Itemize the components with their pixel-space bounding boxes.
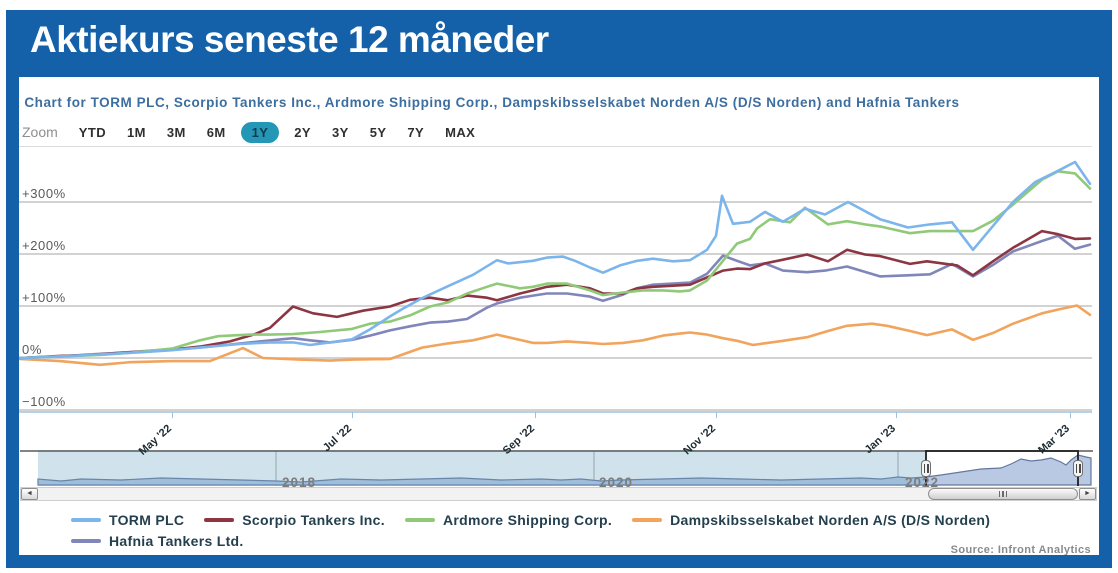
x-axis-tick	[896, 412, 897, 418]
x-axis-tick	[352, 412, 353, 418]
chart-panel: k Chart for TORM PLC, Scorpio Tankers In…	[19, 77, 1099, 555]
zoom-button-7y[interactable]: 7Y	[407, 124, 425, 140]
series-line[interactable]	[19, 304, 1092, 367]
zoom-toolbar: Zoom YTD 1M 3M 6M 1Y 2Y 3Y 5Y 7Y MAX	[22, 121, 475, 143]
navigator-year-label: 2022	[905, 475, 940, 490]
legend-label: Dampskibsselskabet Norden A/S (D/S Norde…	[670, 512, 991, 528]
legend-label: Hafnia Tankers Ltd.	[109, 533, 244, 549]
y-axis-label: 0%	[22, 342, 42, 357]
legend-label: Ardmore Shipping Corp.	[442, 512, 613, 528]
scrollbar-left-button[interactable]: ◄	[21, 488, 38, 500]
zoom-button-1y[interactable]: 1Y	[240, 121, 280, 143]
series-line[interactable]	[19, 160, 1092, 360]
y-axis-label: +100%	[22, 290, 66, 305]
legend-item[interactable]: Scorpio Tankers Inc.	[204, 511, 385, 529]
series-line[interactable]	[19, 170, 1092, 360]
page-frame: Aktiekurs seneste 12 måneder k Chart for…	[6, 10, 1112, 568]
zoom-toolbar-label: Zoom	[22, 124, 58, 140]
navigator-left-handle[interactable]	[921, 460, 931, 477]
navigator-right-handle[interactable]	[1073, 460, 1083, 477]
x-axis-tick	[172, 412, 173, 418]
y-axis-label: +300%	[22, 186, 66, 201]
chart-title: k Chart for TORM PLC, Scorpio Tankers In…	[19, 95, 960, 110]
navigator-year-label: 2018	[282, 475, 317, 490]
navigator-year-label: 2020	[599, 475, 634, 490]
zoom-button-6m[interactable]: 6M	[206, 124, 226, 140]
legend-swatch	[71, 539, 101, 543]
range-navigator[interactable]: 2018 2020 2022	[20, 450, 1093, 490]
price-chart-svg	[19, 146, 1092, 413]
legend-item[interactable]: TORM PLC	[71, 511, 184, 529]
legend-swatch	[71, 518, 101, 522]
legend-swatch	[404, 518, 435, 522]
series-line[interactable]	[19, 234, 1092, 360]
page-header: Aktiekurs seneste 12 måneder	[6, 10, 1112, 77]
x-axis-tick	[1070, 412, 1071, 418]
zoom-button-5y[interactable]: 5Y	[369, 124, 387, 140]
scrollbar-thumb[interactable]	[928, 488, 1078, 500]
legend-label: Scorpio Tankers Inc.	[242, 512, 385, 528]
zoom-button-2y[interactable]: 2Y	[294, 124, 311, 140]
legend-item[interactable]: Ardmore Shipping Corp.	[404, 511, 613, 529]
scrollbar-track[interactable]: ◄ ►	[20, 487, 1097, 501]
zoom-button-1m[interactable]: 1M	[127, 124, 146, 140]
y-axis-label: −100%	[22, 394, 66, 409]
legend-swatch	[632, 518, 663, 522]
zoom-button-3m[interactable]: 3M	[166, 124, 186, 140]
source-credit: Source: Infront Analytics	[950, 544, 1091, 555]
legend-item[interactable]: Dampskibsselskabet Norden A/S (D/S Norde…	[632, 511, 990, 529]
scrollbar-right-button[interactable]: ►	[1079, 488, 1096, 500]
legend-label: TORM PLC	[109, 512, 185, 528]
legend-swatch	[204, 518, 235, 522]
zoom-button-ytd[interactable]: YTD	[78, 124, 106, 140]
navigator-svg	[20, 450, 1093, 486]
page-title: Aktiekurs seneste 12 måneder	[30, 19, 549, 60]
zoom-button-max[interactable]: MAX	[445, 124, 476, 140]
legend-item[interactable]: Hafnia Tankers Ltd.	[71, 532, 244, 550]
plot-area[interactable]: +300% +200% +100% 0% −100%	[19, 146, 1092, 414]
legend: TORM PLC Scorpio Tankers Inc. Ardmore Ship…	[71, 511, 1099, 550]
series-line[interactable]	[19, 229, 1092, 360]
y-axis-label: +200%	[22, 238, 66, 253]
zoom-button-3y[interactable]: 3Y	[331, 124, 349, 140]
x-axis-tick	[535, 412, 536, 418]
x-axis-tick	[716, 412, 717, 418]
